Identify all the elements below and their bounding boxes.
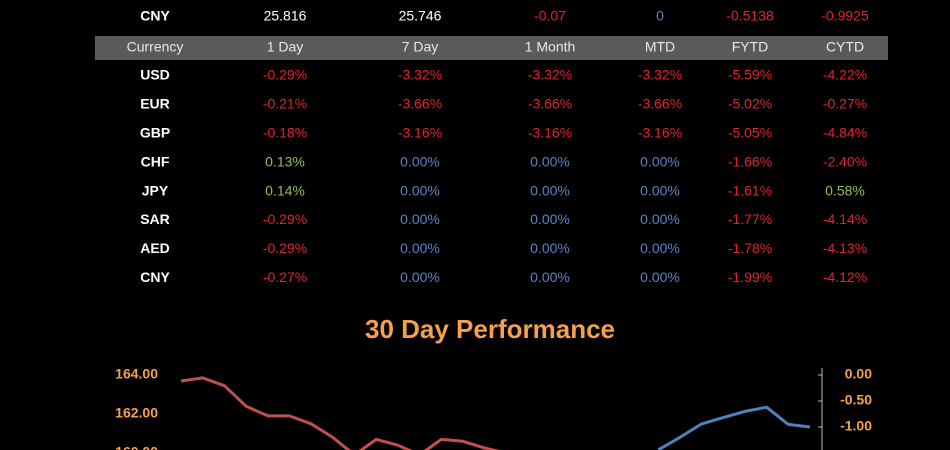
series-line bbox=[657, 405, 811, 450]
table-cell: 0.13% bbox=[265, 153, 305, 169]
table-cell: 0.00% bbox=[400, 182, 440, 198]
table-cell: -0.21% bbox=[263, 96, 307, 112]
table-cell: -1.99% bbox=[728, 269, 772, 285]
table-cell: -5.02% bbox=[728, 96, 772, 112]
table-cell: GBP bbox=[140, 125, 170, 141]
table-cell: -4.84% bbox=[823, 125, 867, 141]
table-cell: -3.66% bbox=[398, 96, 442, 112]
table-cell: -0.27% bbox=[823, 96, 867, 112]
y-tick-label: 160.00 bbox=[115, 444, 158, 450]
column-header: 1 Month bbox=[525, 39, 576, 55]
table-cell: 0.00% bbox=[400, 240, 440, 256]
table-cell: 0.00% bbox=[640, 269, 680, 285]
table-cell: 25.816 bbox=[264, 8, 307, 24]
table-cell: -3.16% bbox=[398, 125, 442, 141]
column-header: 7 Day bbox=[402, 39, 439, 55]
y-tick-label: 164.00 bbox=[115, 366, 158, 382]
table-cell: -0.27% bbox=[263, 269, 307, 285]
column-header: Currency bbox=[127, 39, 184, 55]
table-cell: 0.00% bbox=[530, 153, 570, 169]
table-cell: 0.00% bbox=[530, 240, 570, 256]
table-cell: 0.00% bbox=[400, 269, 440, 285]
column-header: MTD bbox=[645, 39, 675, 55]
table-cell: 0.00% bbox=[530, 182, 570, 198]
table-cell: -4.12% bbox=[823, 269, 867, 285]
y2-tick-label: -1.00 bbox=[840, 418, 872, 434]
table-cell: -0.9925 bbox=[821, 8, 869, 24]
table-cell: -5.59% bbox=[728, 67, 772, 83]
table-cell: -3.66% bbox=[638, 96, 682, 112]
table-cell: 0.00% bbox=[640, 211, 680, 227]
table-cell: 0.58% bbox=[825, 182, 865, 198]
table-cell: 0.00% bbox=[530, 211, 570, 227]
table-cell: -3.16% bbox=[528, 125, 572, 141]
table-cell: -0.5138 bbox=[726, 8, 774, 24]
table-cell: -0.29% bbox=[263, 211, 307, 227]
table-cell: SAR bbox=[140, 211, 170, 227]
table-cell: 0 bbox=[656, 8, 664, 24]
column-header: CYTD bbox=[826, 39, 864, 55]
column-header: FYTD bbox=[732, 39, 769, 55]
chart-title: 30 Day Performance bbox=[365, 314, 615, 344]
table-cell: CHF bbox=[141, 153, 170, 169]
table-cell: -3.32% bbox=[528, 67, 572, 83]
table-cell: 0.14% bbox=[265, 182, 305, 198]
table-cell: 0.00% bbox=[400, 153, 440, 169]
table-cell: EUR bbox=[140, 96, 170, 112]
table-cell: -2.40% bbox=[823, 153, 867, 169]
y2-tick-label: 0.00 bbox=[845, 366, 872, 382]
table-cell: -3.66% bbox=[528, 96, 572, 112]
y2-tick-label: -0.50 bbox=[840, 392, 872, 408]
table-cell: -1.66% bbox=[728, 153, 772, 169]
table-cell: USD bbox=[140, 67, 170, 83]
table-cell: 0.00% bbox=[640, 240, 680, 256]
table-cell: -4.13% bbox=[823, 240, 867, 256]
table-cell: -1.61% bbox=[728, 182, 772, 198]
table-cell: -0.07 bbox=[534, 8, 566, 24]
table-cell: -4.22% bbox=[823, 67, 867, 83]
table-cell: 0.00% bbox=[640, 182, 680, 198]
column-header: 1 Day bbox=[267, 39, 304, 55]
y-tick-label: 162.00 bbox=[115, 405, 158, 421]
header-band bbox=[95, 36, 888, 60]
table-cell: -5.05% bbox=[728, 125, 772, 141]
table-cell: -1.78% bbox=[728, 240, 772, 256]
table-cell: -3.32% bbox=[638, 67, 682, 83]
table-cell: -1.77% bbox=[728, 211, 772, 227]
table-cell: -3.32% bbox=[398, 67, 442, 83]
series-line bbox=[180, 376, 500, 450]
table-cell: AED bbox=[140, 240, 170, 256]
table-cell: CNY bbox=[140, 8, 170, 24]
table-cell: JPY bbox=[142, 182, 169, 198]
table-cell: 0.00% bbox=[400, 211, 440, 227]
table-cell: CNY bbox=[140, 269, 170, 285]
table-cell: 0.00% bbox=[530, 269, 570, 285]
table-cell: 25.746 bbox=[399, 8, 442, 24]
table-cell: 0.00% bbox=[640, 153, 680, 169]
table-cell: -0.29% bbox=[263, 240, 307, 256]
table-cell: -0.18% bbox=[263, 125, 307, 141]
table-cell: -4.14% bbox=[823, 211, 867, 227]
table-cell: -0.29% bbox=[263, 67, 307, 83]
table-cell: -3.16% bbox=[638, 125, 682, 141]
